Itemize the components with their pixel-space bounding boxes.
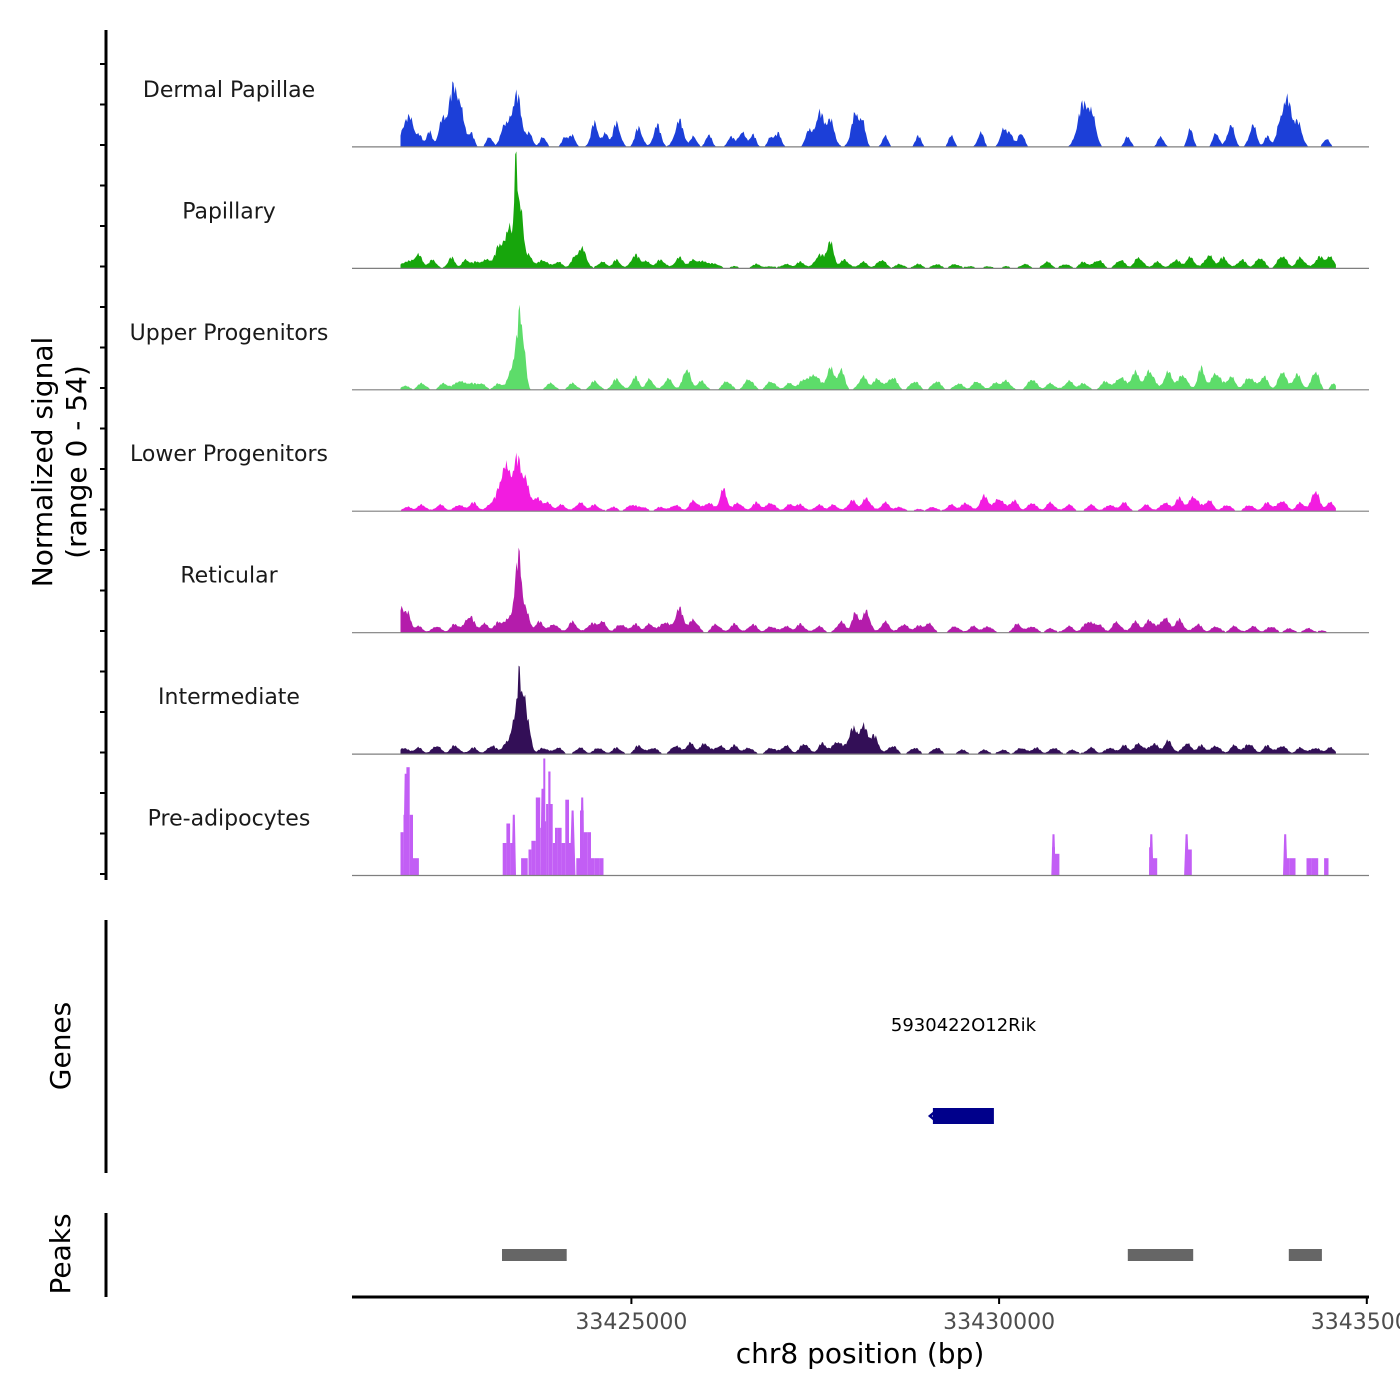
track-label: Pre-adipocytes: [148, 807, 311, 832]
track-upper-progenitors: Upper Progenitors: [130, 304, 1369, 391]
track-label: Dermal Papillae: [143, 78, 315, 103]
coverage-bar: [506, 823, 511, 876]
gene-body: [932, 1108, 994, 1124]
genes-panel: 5930422O12Rik: [891, 1015, 1037, 1124]
track-label: Lower Progenitors: [130, 442, 328, 467]
coverage-bar: [587, 832, 591, 876]
x-tick-label: 33435000: [1311, 1310, 1400, 1335]
y-axis-title-line-1: Normalized signal: [26, 337, 59, 588]
track-label: Reticular: [180, 564, 278, 589]
coverage-y-axis-ticks: [100, 63, 106, 875]
track-dermal-papillae: Dermal Papillae: [143, 78, 1369, 148]
coverage-bar: [548, 771, 551, 876]
track-papillary: Papillary: [182, 151, 1369, 269]
coverage-area: [400, 81, 1336, 147]
coverage-spike: [1051, 834, 1056, 876]
coverage-bar: [1152, 858, 1158, 876]
coverage-bar: [413, 858, 419, 876]
coverage-area: [400, 304, 1336, 390]
coverage-bar: [594, 858, 600, 876]
coverage-bar: [521, 858, 528, 876]
coverage-spike: [1184, 834, 1190, 876]
coverage-bar: [546, 804, 549, 876]
track-reticular: Reticular: [180, 547, 1369, 634]
coverage-bar: [550, 804, 553, 876]
coverage-bar: [531, 840, 536, 876]
coverage-bar: [557, 827, 562, 876]
track-lower-progenitors: Lower Progenitors: [130, 442, 1369, 512]
coverage-spike: [580, 797, 585, 876]
coverage-bar: [528, 849, 532, 876]
coverage-bar: [583, 832, 588, 876]
gene-strand-arrow: [927, 1110, 937, 1122]
peak-region: [502, 1249, 567, 1261]
coverage-spike: [511, 814, 516, 876]
coverage-bar: [1187, 849, 1192, 876]
coverage-area: [400, 665, 1336, 755]
track-intermediate: Intermediate: [158, 665, 1369, 755]
coverage-bar: [406, 767, 410, 876]
y-axis-title-line-2: (range 0 - 54): [60, 365, 93, 559]
coverage-bar: [1286, 858, 1290, 876]
coverage-spike: [1283, 834, 1288, 876]
peak-region: [1127, 1249, 1194, 1261]
coverage-bar: [555, 827, 558, 876]
coverage-bar: [1306, 858, 1312, 876]
coverage-bar: [535, 797, 541, 876]
coverage-bar: [1289, 858, 1296, 876]
coverage-bar: [565, 799, 569, 876]
coverage-bar: [599, 858, 604, 876]
track-pre-adipocytes: Pre-adipocytes: [148, 758, 1369, 877]
x-axis-ticks: 33425000 33430000 33435000: [575, 1297, 1400, 1335]
coverage-spike: [403, 773, 409, 876]
x-axis-title: chr8 position (bp): [736, 1337, 985, 1370]
peaks-panel: [502, 1249, 1322, 1261]
track-label: Papillary: [182, 199, 276, 224]
coverage-bar: [409, 814, 413, 876]
coverage-spike: [543, 758, 546, 876]
peaks-panel-title: Peaks: [44, 1213, 77, 1294]
coverage-bar: [552, 843, 555, 876]
coverage-area: [400, 452, 1336, 512]
y-axis-title: Normalized signal (range 0 - 54): [26, 337, 93, 588]
coverage-area: [400, 547, 1336, 633]
track-label: Upper Progenitors: [130, 321, 329, 346]
coverage-bar: [400, 832, 404, 876]
coverage-bar: [576, 858, 580, 876]
coverage-spike: [1149, 834, 1154, 876]
x-tick-label: 33425000: [575, 1310, 687, 1335]
coverage-bar: [1324, 858, 1329, 876]
coverage-bar: [1311, 858, 1319, 876]
coverage-tracks: Dermal Papillae Papillary Upper Progenitor…: [130, 78, 1369, 877]
track-label: Intermediate: [158, 685, 300, 710]
x-tick-label: 33430000: [943, 1310, 1055, 1335]
peak-region: [1288, 1249, 1322, 1261]
coverage-bar: [561, 843, 566, 876]
coverage-bar: [502, 843, 507, 876]
coverage-bar: [1055, 853, 1060, 876]
gene-label: 5930422O12Rik: [891, 1015, 1037, 1036]
coverage-area: [400, 151, 1336, 269]
coverage-bar: [591, 858, 595, 876]
genes-panel-title: Genes: [44, 1002, 77, 1090]
coverage-spike: [569, 810, 576, 876]
